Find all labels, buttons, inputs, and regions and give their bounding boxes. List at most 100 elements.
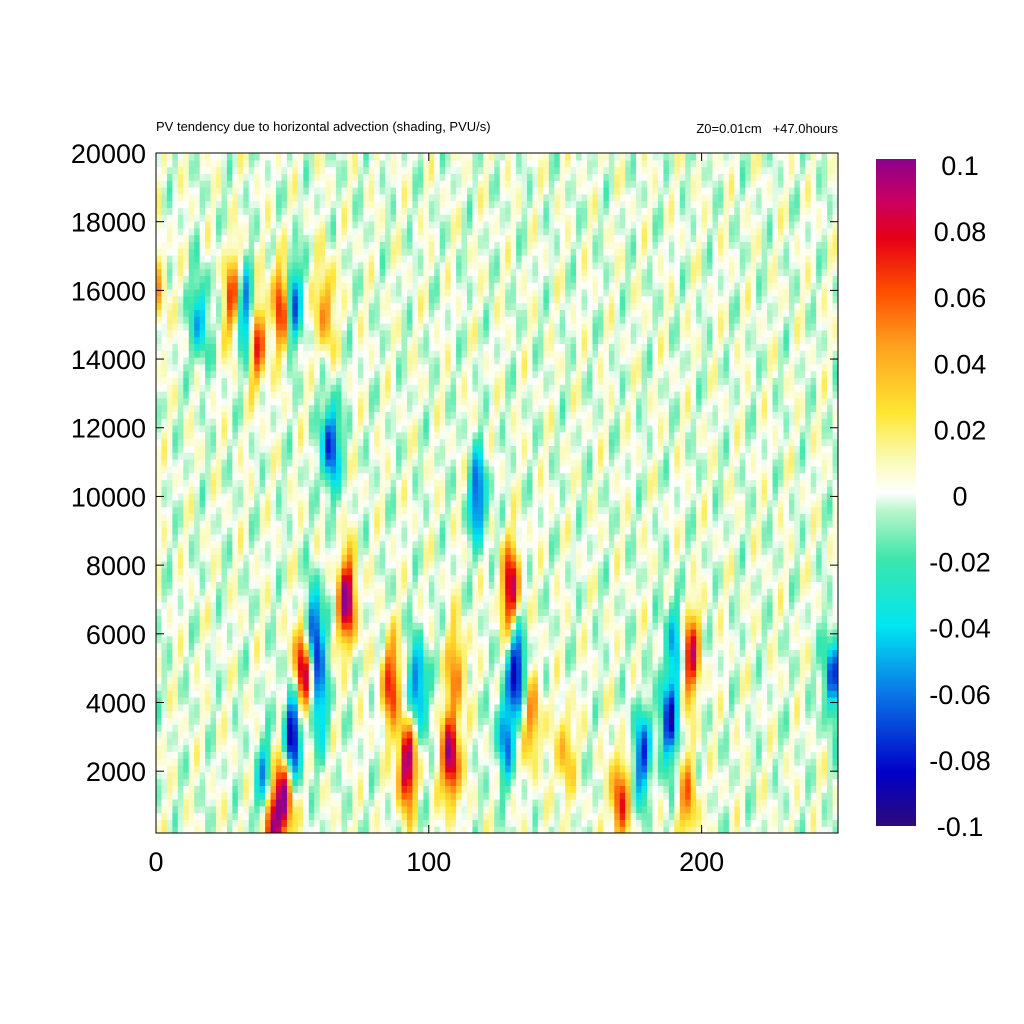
heatmap-cell [582, 561, 588, 568]
heatmap-cell [271, 683, 277, 690]
heatmap-cell [402, 677, 408, 684]
heatmap-cell [429, 656, 435, 663]
heatmap-cell [380, 615, 386, 622]
heatmap-cell [636, 738, 642, 745]
heatmap-cell [811, 595, 817, 602]
heatmap-cell [800, 785, 806, 792]
heatmap-cell [227, 785, 233, 792]
heatmap-cell [483, 697, 489, 704]
heatmap-cell [565, 745, 571, 752]
heatmap-cell [620, 615, 626, 622]
heatmap-cell [576, 670, 582, 677]
heatmap-cell [472, 792, 478, 799]
heatmap-cell [309, 751, 315, 758]
heatmap-cell [396, 813, 402, 820]
heatmap-cell [336, 663, 342, 670]
heatmap-cell [456, 826, 462, 833]
heatmap-cell [423, 697, 429, 704]
heatmap-cell [314, 779, 320, 786]
heatmap-cell [325, 615, 331, 622]
heatmap-cell [489, 758, 495, 765]
heatmap-cell [696, 806, 702, 813]
heatmap-cell [189, 717, 195, 724]
heatmap-cell [287, 792, 293, 799]
heatmap-cell [587, 826, 593, 833]
heatmap-cell [358, 738, 364, 745]
heatmap-cell [462, 602, 468, 609]
heatmap-cell [276, 819, 282, 826]
heatmap-cell [434, 779, 440, 786]
heatmap-cell [167, 779, 173, 786]
heatmap-cell [500, 581, 506, 588]
heatmap-cell [729, 779, 735, 786]
heatmap-cell [751, 717, 757, 724]
heatmap-cell [505, 772, 511, 779]
heatmap-cell [718, 568, 724, 575]
heatmap-cell [800, 758, 806, 765]
heatmap-cell [194, 765, 200, 772]
heatmap-cell [713, 779, 719, 786]
heatmap-cell [511, 813, 517, 820]
heatmap-cell [462, 731, 468, 738]
heatmap-cell [309, 581, 315, 588]
heatmap-cell [543, 745, 549, 752]
heatmap-cell [609, 581, 615, 588]
heatmap-cell [221, 717, 227, 724]
heatmap-cell [483, 615, 489, 622]
heatmap-cell [211, 602, 217, 609]
heatmap-cell [620, 670, 626, 677]
heatmap-cell [778, 785, 784, 792]
heatmap-cell [402, 717, 408, 724]
heatmap-cell [740, 717, 746, 724]
heatmap-cell [167, 636, 173, 643]
heatmap-cell [314, 649, 320, 656]
heatmap-cell [211, 758, 217, 765]
heatmap-cell [200, 704, 206, 711]
heatmap-cell [696, 704, 702, 711]
heatmap-cell [827, 629, 833, 636]
heatmap-cell [756, 568, 762, 575]
heatmap-cell [336, 575, 342, 582]
heatmap-cell [271, 629, 277, 636]
heatmap-cell [172, 677, 178, 684]
heatmap-cell [303, 717, 309, 724]
heatmap-cell [374, 561, 380, 568]
heatmap-cell [598, 602, 604, 609]
heatmap-cell [587, 711, 593, 718]
heatmap-cell [707, 751, 713, 758]
heatmap-cell [674, 609, 680, 616]
heatmap-cell [571, 806, 577, 813]
heatmap-cell [565, 561, 571, 568]
heatmap-cell [718, 670, 724, 677]
heatmap-cell [778, 758, 784, 765]
heatmap-cell [331, 738, 337, 745]
heatmap-cell [249, 772, 255, 779]
heatmap-cell [467, 595, 473, 602]
heatmap-cell [647, 697, 653, 704]
heatmap-cell [167, 595, 173, 602]
heatmap-cell [587, 806, 593, 813]
heatmap-cell [565, 622, 571, 629]
heatmap-cell [238, 575, 244, 582]
heatmap-cell [265, 588, 271, 595]
heatmap-cell [189, 602, 195, 609]
heatmap-cell [418, 765, 424, 772]
heatmap-cell [702, 779, 708, 786]
heatmap-cell [183, 717, 189, 724]
heatmap-cell [571, 751, 577, 758]
heatmap-cell [625, 561, 631, 568]
heatmap-cell [292, 765, 298, 772]
heatmap-cell [221, 649, 227, 656]
heatmap-cell [543, 561, 549, 568]
heatmap-cell [805, 711, 811, 718]
heatmap-cell [756, 643, 762, 650]
heatmap-cell [287, 663, 293, 670]
heatmap-cell [538, 670, 544, 677]
heatmap-cell [271, 738, 277, 745]
heatmap-cell [827, 799, 833, 806]
heatmap-cell [592, 758, 598, 765]
heatmap-cell [194, 649, 200, 656]
heatmap-cell [609, 643, 615, 650]
heatmap-cell [374, 758, 380, 765]
heatmap-cell [631, 581, 637, 588]
